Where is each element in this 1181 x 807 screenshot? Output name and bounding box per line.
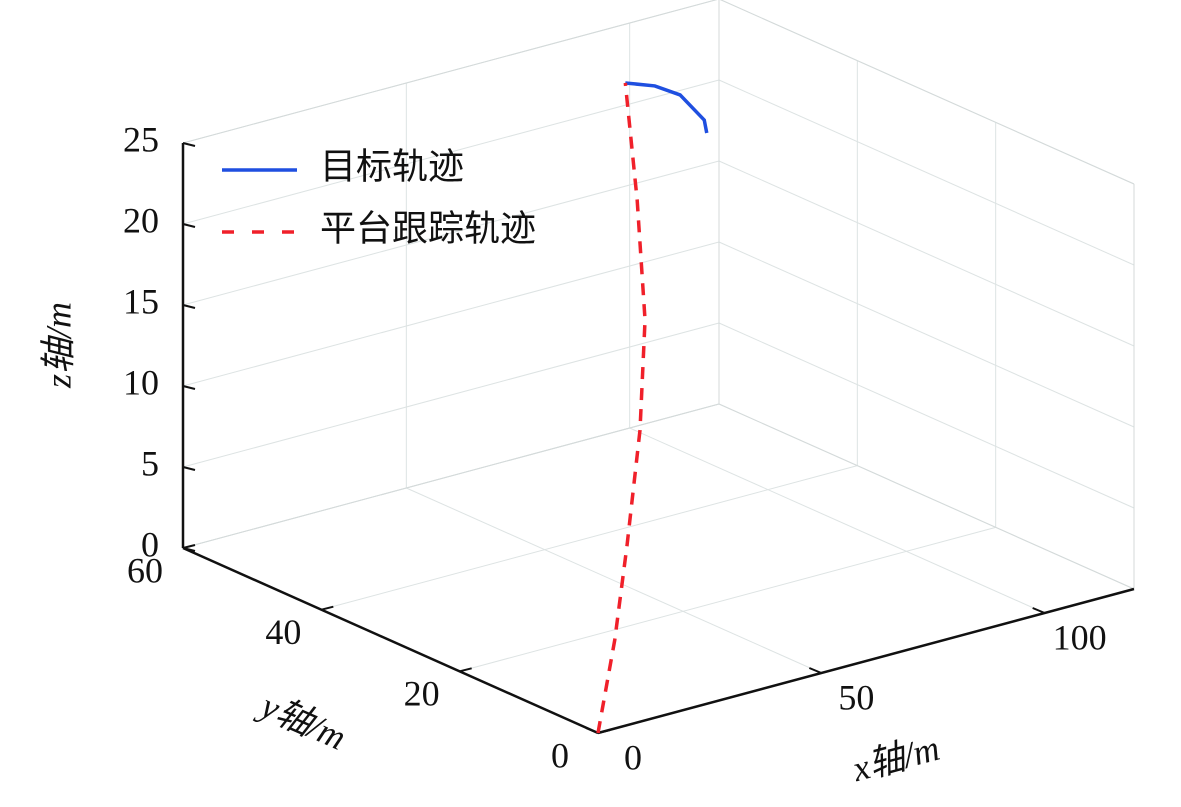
line	[596, 82, 647, 734]
x-tick	[585, 727, 599, 734]
grid-line	[718, 322, 1135, 509]
z-axis-title: z轴/m	[38, 302, 78, 389]
y-axis	[182, 546, 599, 735]
legend-label: 目标轨迹	[320, 146, 464, 186]
grid-line	[321, 465, 858, 611]
z-tick	[182, 547, 196, 552]
grid-line	[718, 241, 1135, 428]
z-tick-label: 0	[141, 524, 159, 564]
grid-line	[718, 160, 1135, 347]
grid-line	[406, 487, 822, 674]
x-axis-title: x轴/m	[847, 728, 943, 790]
y-tick-label: 20	[404, 674, 440, 714]
y-tick	[459, 667, 472, 673]
z-tick	[182, 223, 196, 228]
z-tick-label: 15	[123, 281, 159, 321]
y-tick-label: 0	[551, 735, 569, 775]
box-edge	[720, 0, 1135, 185]
y-axis-title: y轴/m	[252, 684, 351, 758]
z-tick	[182, 385, 196, 390]
z-tick-label: 10	[123, 362, 159, 402]
line	[625, 81, 709, 134]
grid-line	[629, 427, 1045, 614]
x-tick	[808, 667, 822, 674]
z-tick-label: 25	[123, 119, 159, 159]
grid-line	[182, 241, 720, 387]
x-tick-label: 100	[1053, 617, 1107, 657]
x-tick-label: 50	[838, 677, 874, 717]
box-edge	[718, 403, 1135, 590]
y-tick-label: 60	[127, 550, 163, 590]
grid-line	[718, 79, 1135, 266]
grid-line	[182, 160, 720, 306]
grid-line	[459, 526, 996, 672]
legend-label: 平台跟踪轨迹	[320, 208, 536, 248]
x-tick-label: 0	[624, 737, 642, 777]
z-tick-label: 20	[123, 200, 159, 240]
z-tick	[182, 304, 196, 309]
z-tick	[182, 142, 196, 147]
box-edge	[182, 0, 718, 144]
y-tick	[321, 605, 334, 611]
grid-line	[182, 322, 720, 468]
box-edge	[182, 403, 720, 549]
z-tick-label: 5	[141, 443, 159, 483]
y-tick	[597, 729, 611, 734]
x-tick	[1032, 607, 1046, 614]
z-tick	[182, 466, 196, 471]
y-tick-label: 40	[265, 612, 301, 652]
grid-line	[182, 79, 720, 225]
